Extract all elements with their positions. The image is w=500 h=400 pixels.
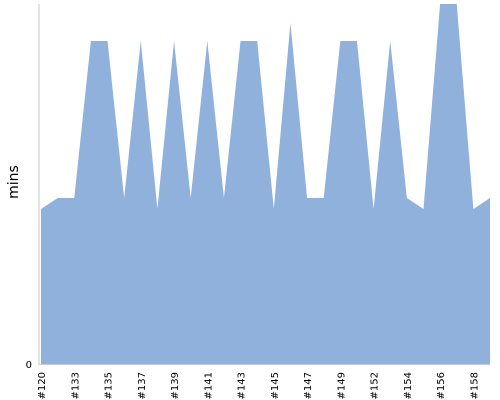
data-point bbox=[338, 39, 342, 43]
data-point bbox=[388, 39, 392, 43]
x-tick-label: #137 bbox=[137, 372, 148, 399]
x-tick-label: #149 bbox=[336, 372, 347, 399]
data-point bbox=[405, 196, 409, 200]
x-tick-label: #147 bbox=[303, 372, 314, 399]
data-point bbox=[139, 39, 143, 43]
x-tick-label: #152 bbox=[370, 372, 381, 399]
data-point bbox=[438, 2, 442, 6]
x-tick-label: #133 bbox=[70, 372, 81, 399]
axes bbox=[38, 4, 490, 365]
x-tick-label: #135 bbox=[104, 372, 115, 399]
x-tick-label: #154 bbox=[403, 372, 414, 399]
data-point bbox=[239, 39, 243, 43]
x-tick-label: #156 bbox=[436, 372, 447, 399]
data-point bbox=[455, 2, 459, 6]
data-point bbox=[372, 207, 376, 211]
data-point bbox=[355, 39, 359, 43]
data-point bbox=[155, 207, 159, 211]
x-tick-label: #139 bbox=[170, 372, 181, 399]
series-area bbox=[41, 4, 490, 364]
data-point bbox=[106, 39, 110, 43]
y-tick-label: 0 bbox=[26, 360, 32, 371]
x-tick-label: #145 bbox=[270, 372, 281, 399]
data-point bbox=[122, 196, 126, 200]
data-point bbox=[288, 21, 292, 25]
x-tick-label: #158 bbox=[469, 372, 480, 399]
y-axis-title: mins bbox=[6, 165, 22, 199]
data-point bbox=[488, 196, 492, 200]
data-point bbox=[305, 196, 309, 200]
x-tick-label: #143 bbox=[237, 372, 248, 399]
data-point bbox=[272, 207, 276, 211]
data-point bbox=[255, 39, 259, 43]
x-tick-label: #120 bbox=[37, 372, 48, 399]
data-point bbox=[421, 207, 425, 211]
data-point bbox=[205, 39, 209, 43]
data-point bbox=[72, 196, 76, 200]
data-point bbox=[222, 196, 226, 200]
axis-labels: 0 mins #120 #133 #135 #137 #139 #141 #143 #145 #14… bbox=[6, 165, 480, 399]
data-point bbox=[39, 207, 43, 211]
data-point bbox=[172, 39, 176, 43]
data-point bbox=[56, 196, 60, 200]
data-point bbox=[471, 207, 475, 211]
data-point bbox=[322, 196, 326, 200]
x-tick-label: #141 bbox=[203, 372, 214, 399]
data-point bbox=[189, 196, 193, 200]
data-point bbox=[89, 39, 93, 43]
plot-area bbox=[39, 2, 492, 364]
